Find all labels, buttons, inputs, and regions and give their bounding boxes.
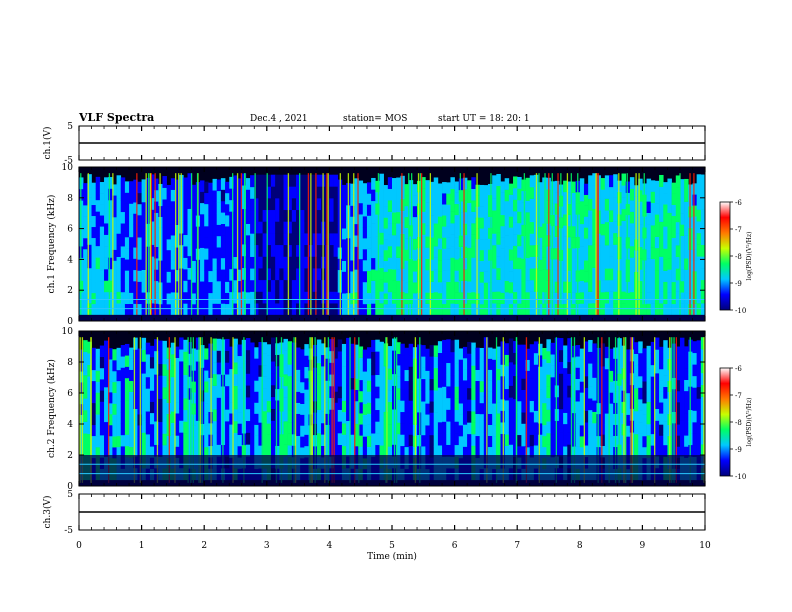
y-tick-label: 4 [67,255,73,265]
colorbar-tick-label: -8 [735,253,742,261]
y-tick-label: 6 [67,389,73,399]
colorbar-tick-label: -9 [735,280,742,288]
y-tick-label: 2 [67,451,73,461]
x-tick-label: 0 [76,541,82,551]
y-tick-label: 6 [67,225,73,235]
header-start-time: start UT = 18: 20: 1 [438,114,530,124]
y-axis-label: ch.2 Frequency (kHz) [46,359,57,458]
x-tick-label: 5 [389,541,395,551]
y-axis-label: ch.1 Frequency (kHz) [46,195,57,294]
colorbar-tick-label: -6 [735,199,742,207]
colorbar-tick-label: -9 [735,446,742,454]
spectrogram-texture [79,173,706,321]
colorbar-tick-label: -10 [735,473,746,481]
x-tick-label: 7 [514,541,520,551]
y-tick-label: 5 [67,490,73,500]
colorbar-tick-label: -8 [735,419,742,427]
colorbar-tick-label: -7 [735,392,742,400]
x-tick-label: 9 [640,541,646,551]
x-tick-label: 1 [139,541,145,551]
x-tick-label: 3 [264,541,270,551]
x-tick-label: 10 [699,541,711,551]
y-tick-label: 2 [67,286,73,296]
colorbar-tick-label: -10 [735,307,746,315]
y-tick-label: 10 [62,327,74,337]
y-tick-label: 8 [67,358,73,368]
y-tick-label: 0 [67,482,73,492]
x-axis-label: Time (min) [367,551,417,562]
header-station: station= MOS [343,114,408,124]
colorbar [719,367,731,477]
colorbar-tick-label: -6 [735,365,742,373]
y-axis-label: ch.1(V) [42,127,53,160]
y-tick-label: -5 [64,156,73,166]
y-axis-label: ch.3(V) [42,496,53,529]
y-tick-label: 0 [67,317,73,327]
y-tick-label: 4 [67,420,73,430]
y-tick-label: 10 [62,163,74,173]
header-date: Dec.4 , 2021 [250,114,308,124]
x-tick-label: 6 [452,541,458,551]
x-tick-label: 4 [327,541,333,551]
colorbar [719,201,731,311]
y-tick-label: 5 [67,122,73,132]
colorbar-label: log(PSD)(V²/Hz) [746,232,753,281]
y-tick-label: 8 [67,194,73,204]
spectrogram-texture [79,337,706,486]
x-tick-label: 8 [577,541,583,551]
colorbar-label: log(PSD)(V²/Hz) [746,398,753,447]
y-tick-label: -5 [64,526,73,536]
x-tick-label: 2 [201,541,207,551]
colorbar-tick-label: -7 [735,226,742,234]
header-title: VLF Spectra [79,111,155,124]
